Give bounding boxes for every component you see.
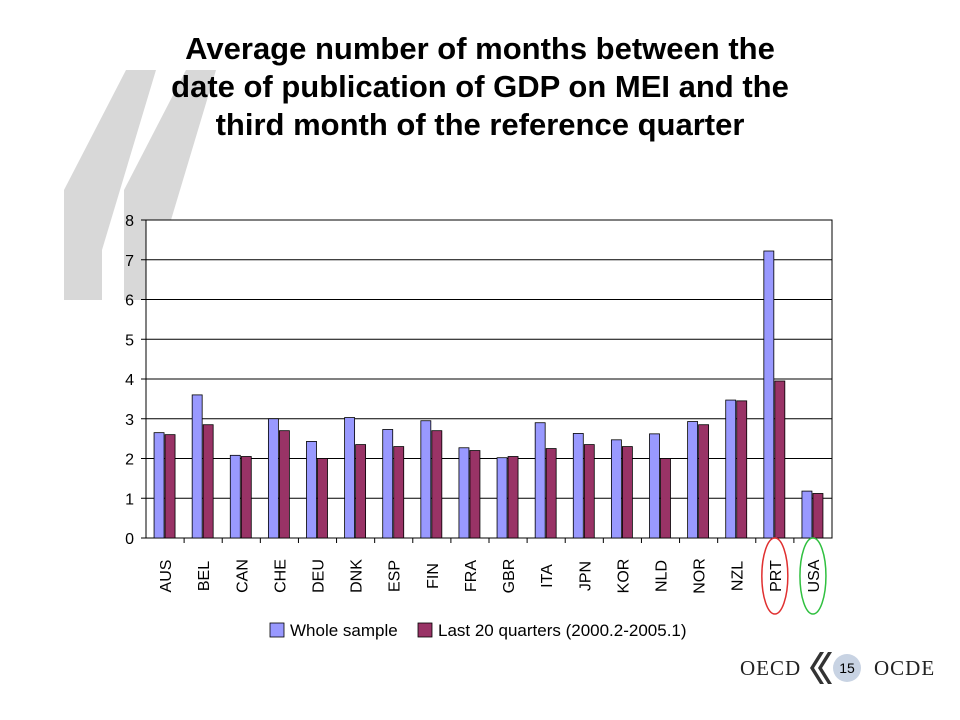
x-tick-label: BEL	[196, 561, 213, 591]
bar-whole-sample	[382, 429, 394, 539]
y-tick-label: 3	[125, 412, 134, 429]
oecd-footer: OECD 15 OCDE	[740, 648, 940, 688]
bar-whole-sample	[687, 421, 699, 539]
title-line-1: Average number of months between the	[185, 31, 775, 66]
bar-whole-sample	[306, 441, 317, 539]
highlight-ellipse	[799, 537, 827, 615]
bar-whole-sample	[344, 417, 356, 539]
bar-last-20-quarters	[507, 456, 519, 539]
bar-last-20-quarters	[355, 444, 367, 539]
bar-whole-sample	[496, 457, 508, 539]
y-tick-label: 8	[125, 213, 134, 230]
bar-last-20-quarters	[621, 446, 633, 539]
x-tick-label: PRT	[768, 560, 785, 592]
bar-whole-sample	[725, 399, 737, 539]
bar-whole-sample	[420, 420, 432, 539]
bar-whole-sample	[610, 439, 622, 539]
highlight-ellipse	[761, 537, 789, 615]
x-tick-label: FRA	[463, 560, 480, 592]
x-tick-label: CHE	[272, 559, 289, 593]
x-tick-label: AUS	[158, 560, 175, 593]
y-tick-label: 1	[125, 491, 134, 508]
bar-whole-sample	[458, 447, 470, 539]
bar-last-20-quarters	[240, 456, 252, 539]
oecd-logo-icon	[810, 652, 832, 684]
bar-last-20-quarters	[583, 444, 595, 539]
bar-last-20-quarters	[317, 458, 328, 539]
x-tick-label: DEU	[311, 559, 328, 593]
title-line-3: third month of the reference quarter	[215, 107, 745, 142]
bar-last-20-quarters	[812, 493, 824, 539]
legend-swatch-whole-sample	[269, 622, 285, 638]
bar-whole-sample	[153, 432, 165, 539]
bar-last-20-quarters	[278, 430, 290, 539]
bar-last-20-quarters	[164, 434, 176, 539]
bar-last-20-quarters	[545, 448, 557, 539]
page-number-badge: 15	[833, 654, 861, 682]
x-tick-label: NOR	[692, 558, 709, 594]
x-tick-label: NLD	[654, 560, 671, 592]
legend-swatch-last-20-quarters	[417, 622, 433, 638]
slide-title: Average number of months between the dat…	[80, 30, 880, 144]
bar-whole-sample	[572, 433, 584, 539]
x-tick-label: USA	[806, 559, 823, 592]
x-tick-label: ITA	[539, 564, 556, 588]
bar-last-20-quarters	[660, 458, 671, 539]
legend-label-whole-sample: Whole sample	[290, 621, 398, 640]
bar-whole-sample	[763, 250, 775, 539]
x-tick-label: GBR	[501, 559, 518, 594]
bar-last-20-quarters	[736, 400, 748, 539]
bar-whole-sample	[649, 433, 660, 539]
x-tick-label: CAN	[234, 559, 251, 593]
bar-whole-sample	[191, 394, 203, 539]
y-tick-label: 2	[125, 452, 134, 469]
x-tick-label: ESP	[387, 560, 404, 592]
bar-last-20-quarters	[202, 424, 214, 539]
x-tick-label: KOR	[615, 559, 632, 594]
footer-oecd-text: OECD	[740, 656, 802, 680]
x-tick-label: FIN	[425, 563, 442, 589]
bar-last-20-quarters	[698, 424, 710, 539]
footer-ocde-text: OCDE	[874, 656, 936, 680]
bar-last-20-quarters	[774, 380, 786, 539]
y-tick-label: 5	[125, 332, 134, 349]
legend-label-last-20-quarters: Last 20 quarters (2000.2-2005.1)	[438, 621, 687, 640]
y-tick-label: 0	[125, 531, 134, 548]
y-tick-label: 6	[125, 293, 134, 310]
y-tick-label: 7	[125, 253, 134, 270]
x-tick-label: JPN	[577, 561, 594, 591]
bar-last-20-quarters	[431, 430, 443, 539]
bar-whole-sample	[534, 422, 546, 539]
x-tick-label: NZL	[730, 561, 747, 591]
bar-whole-sample	[229, 454, 241, 539]
bar-last-20-quarters	[469, 450, 481, 539]
y-tick-label: 4	[125, 372, 134, 389]
bar-whole-sample	[801, 490, 813, 539]
bar-whole-sample	[267, 418, 279, 539]
x-tick-label: DNK	[349, 559, 366, 593]
title-line-2: date of publication of GDP on MEI and th…	[171, 69, 789, 104]
bar-last-20-quarters	[393, 446, 405, 539]
